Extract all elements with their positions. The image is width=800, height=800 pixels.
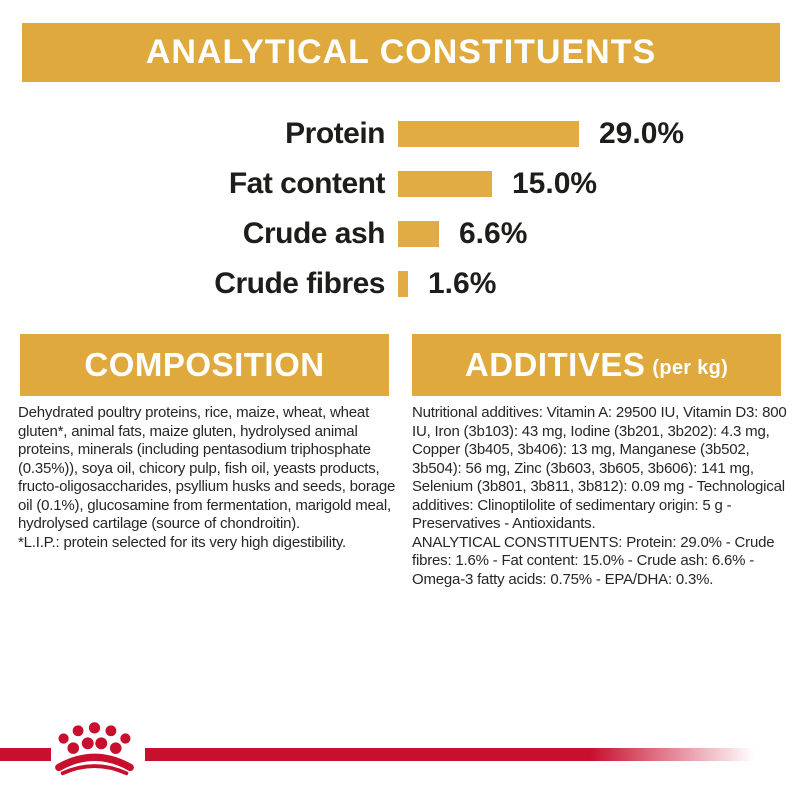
analytical-constituents-banner: ANALYTICAL CONSTITUENTS [22,23,780,82]
chart-bar [398,171,492,197]
chart-category-label: Fat content [228,167,386,200]
chart-value-label: 1.6% [428,267,497,300]
additives-title: ADDITIVES [464,346,646,383]
analytical-constituents-bar-chart: Protein 29.0% Fat content 15.0% Crude ash 6.6… [0,0,800,320]
composition-banner: COMPOSITION [20,334,389,396]
additives-banner: ADDITIVES (per kg) [412,334,781,396]
chart-value-label: 29.0% [599,117,685,150]
chart-bar [398,271,408,297]
chart-row-crude-ash: Crude ash 6.6% [0,212,528,256]
analytical-constituents-title: ANALYTICAL CONSTITUENTS [145,33,657,71]
chart-bar [398,121,579,147]
chart-row-fat-content: Fat content 15.0% [0,162,597,206]
composition-section: Dehydrated poultry proteins, rice, maize… [18,404,400,552]
composition-title: COMPOSITION [84,346,325,383]
composition-footnote: *L.I.P.: protein selected for its very h… [18,533,347,551]
royal-canin-crown-paw-icon [55,722,134,776]
additives-per-kg-suffix: (per kg) [652,356,729,379]
chart-category-label: Crude ash [242,217,386,250]
chart-row-protein: Protein 29.0% [0,112,684,156]
additives-body: Nutritional additives: Vitamin A: 29500 … [412,404,787,532]
chart-bar [398,221,439,247]
chart-category-label: Protein [285,117,385,150]
composition-body: Dehydrated poultry proteins, rice, maize… [18,404,396,532]
chart-row-crude-fibres: Crude fibres 1.6% [0,262,496,306]
additives-summary: ANALYTICAL CONSTITUENTS: Protein: 29.0% … [412,533,775,588]
red-stripe-left [0,748,51,761]
chart-category-label: Crude fibres [214,267,385,300]
chart-value-label: 15.0% [512,167,598,200]
red-stripe-right-fading [145,748,800,761]
additives-section: Nutritional additives: Vitamin A: 29500 … [412,404,790,589]
chart-value-label: 6.6% [459,217,528,250]
